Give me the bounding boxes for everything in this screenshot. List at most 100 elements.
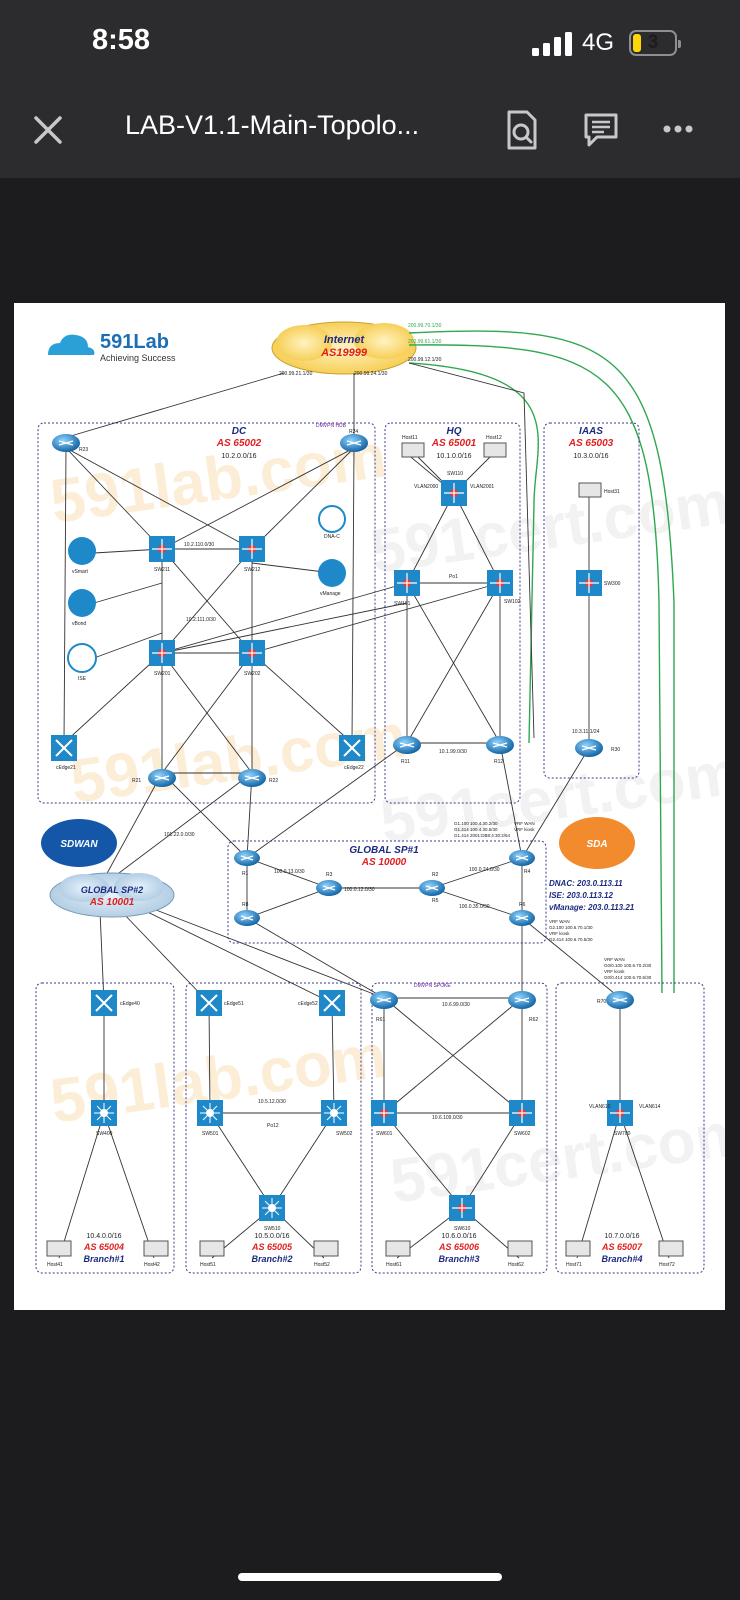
svg-text:AS 10001: AS 10001	[89, 897, 135, 908]
svg-text:SW211: SW211	[154, 567, 170, 573]
svg-text:R21: R21	[132, 778, 141, 784]
svg-text:Branch#3: Branch#3	[438, 1254, 479, 1264]
svg-text:10.2.111.0/30: 10.2.111.0/30	[186, 617, 216, 623]
svg-text:200.99.12.1/30: 200.99.12.1/30	[408, 357, 442, 363]
svg-text:R12: R12	[494, 759, 503, 765]
svg-text:Host11: Host11	[402, 435, 418, 441]
branch2-region	[185, 982, 362, 1274]
svg-text:AS 65002: AS 65002	[216, 438, 262, 449]
svg-text:Branch#2: Branch#2	[251, 1254, 292, 1264]
cellular-signal-icon	[532, 32, 572, 56]
hq-region	[384, 422, 521, 804]
svg-text:SW501: SW501	[202, 1131, 219, 1137]
svg-text:R62: R62	[529, 1017, 538, 1023]
svg-text:R30: R30	[611, 747, 620, 753]
iaas-region	[543, 422, 640, 779]
svg-text:R11: R11	[401, 759, 410, 765]
sdwan-badge: SDWAN	[41, 819, 117, 867]
svg-text:200.99.24.1/30: 200.99.24.1/30	[354, 371, 388, 377]
svg-text:R23: R23	[79, 447, 88, 453]
svg-text:SW300: SW300	[604, 581, 621, 587]
svg-text:Branch#4: Branch#4	[601, 1254, 642, 1264]
svg-text:SDWAN: SDWAN	[60, 839, 98, 850]
svg-text:101.22.0.0/30: 101.22.0.0/30	[164, 832, 195, 838]
svg-text:R22: R22	[269, 778, 278, 784]
svg-text:vSmart: vSmart	[72, 569, 88, 575]
svg-text:SW602: SW602	[514, 1131, 531, 1137]
svg-text:AS 65005: AS 65005	[251, 1242, 293, 1252]
svg-text:AS 65007: AS 65007	[601, 1242, 643, 1252]
svg-text:Host71: Host71	[566, 1262, 582, 1268]
svg-text:SW400: SW400	[96, 1131, 113, 1137]
svg-text:VRF WAN: VRF WAN	[514, 821, 535, 826]
svg-text:10.1.99.0/30: 10.1.99.0/30	[439, 749, 467, 755]
svg-text:AS 65001: AS 65001	[431, 438, 477, 449]
branch3-region	[371, 982, 548, 1274]
svg-text:10.6.0.0/16: 10.6.0.0/16	[441, 1233, 476, 1240]
svg-text:DMVPN SPOKE: DMVPN SPOKE	[414, 983, 451, 989]
svg-text:Branch#1: Branch#1	[83, 1254, 124, 1264]
svg-text:R70: R70	[597, 999, 606, 1005]
svg-text:VRF kiosk: VRF kiosk	[549, 931, 570, 936]
svg-text:vManage: vManage	[320, 591, 341, 597]
svg-text:Host62: Host62	[508, 1262, 524, 1268]
svg-text:200.99.70.1/30: 200.99.70.1/30	[408, 323, 442, 329]
svg-text:HQ: HQ	[447, 426, 462, 437]
svg-text:R4: R4	[524, 869, 531, 875]
svg-text:DNA-C: DNA-C	[324, 534, 340, 540]
svg-text:VLAN614: VLAN614	[639, 1104, 661, 1110]
svg-text:SW700: SW700	[614, 1131, 631, 1137]
svg-text:G0/0.414 100.6.70.6/30: G0/0.414 100.6.70.6/30	[604, 975, 652, 980]
svg-text:vManage: 203.0.113.21: vManage: 203.0.113.21	[549, 903, 635, 912]
svg-text:10.2.110.0/30: 10.2.110.0/30	[184, 542, 214, 548]
sda-badge: SDA	[559, 817, 635, 869]
svg-text:Host72: Host72	[659, 1262, 675, 1268]
home-indicator[interactable]	[238, 1573, 502, 1581]
591lab-logo: 591Lab Achieving Success	[48, 331, 176, 363]
close-icon[interactable]	[30, 112, 66, 148]
svg-text:R24: R24	[349, 429, 358, 435]
svg-text:AS19999: AS19999	[320, 347, 368, 359]
svg-text:GLOBAL SP#2: GLOBAL SP#2	[81, 885, 143, 895]
svg-text:VRF kiosk: VRF kiosk	[514, 827, 535, 832]
status-bar: 8:58 4G 3	[0, 0, 740, 88]
svg-text:10.2.0.0/16: 10.2.0.0/16	[221, 453, 256, 460]
svg-text:10.5.0.0/16: 10.5.0.0/16	[254, 1233, 289, 1240]
svg-text:R3: R3	[326, 872, 333, 878]
internet-cloud: Internet AS19999	[271, 321, 417, 375]
svg-text:AS 65006: AS 65006	[438, 1242, 480, 1252]
svg-text:vBond: vBond	[72, 621, 86, 627]
network-topology-diagram: 591lab.com 591cert.com 591lab.com 591cer…	[35, 321, 725, 1274]
svg-text:G1.100 100.4.30.2/30: G1.100 100.4.30.2/30	[454, 821, 498, 826]
svg-text:Po12: Po12	[267, 1123, 279, 1129]
svg-text:Po1: Po1	[449, 574, 458, 580]
svg-text:Host51: Host51	[200, 1262, 216, 1268]
branch1-region	[35, 982, 175, 1274]
svg-text:R5: R5	[432, 898, 439, 904]
svg-text:10.6.109.0/30: 10.6.109.0/30	[432, 1115, 463, 1121]
svg-text:R2: R2	[432, 872, 439, 878]
svg-text:cEdge52: cEdge52	[298, 1001, 318, 1007]
more-icon[interactable]	[662, 124, 694, 134]
svg-text:10.7.0.0/16: 10.7.0.0/16	[604, 1233, 639, 1240]
svg-text:591Lab: 591Lab	[100, 331, 169, 353]
dc-region	[37, 422, 376, 804]
cedge-icons	[51, 735, 365, 1016]
network-type: 4G	[582, 29, 615, 56]
search-document-icon[interactable]	[505, 110, 539, 150]
topology-page[interactable]: 591lab.com 591cert.com 591lab.com 591cer…	[14, 303, 725, 1310]
status-time: 8:58	[92, 24, 151, 56]
svg-text:VLAN2001: VLAN2001	[470, 484, 494, 490]
svg-text:DC: DC	[232, 426, 247, 437]
svg-text:R61: R61	[376, 1017, 385, 1023]
svg-text:Achieving Success: Achieving Success	[100, 353, 176, 363]
watermark: 591lab.com 591cert.com 591lab.com 591cer…	[46, 422, 725, 1217]
battery-level: 3	[647, 32, 659, 53]
svg-text:Host52: Host52	[314, 1262, 330, 1268]
svg-text:10.5.12.0/30: 10.5.12.0/30	[258, 1099, 286, 1105]
svg-text:SW502: SW502	[336, 1131, 353, 1137]
switch-icons	[91, 480, 633, 1221]
comment-icon[interactable]	[583, 112, 619, 148]
svg-text:ISE: ISE	[78, 676, 87, 682]
svg-text:Host31: Host31	[604, 489, 620, 495]
